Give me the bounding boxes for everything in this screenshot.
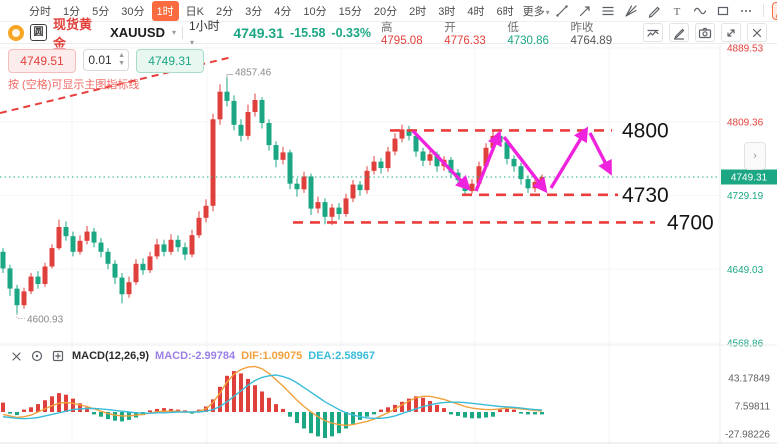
timeframe-tab-1分[interactable]: 1分: [63, 5, 81, 18]
text-tool-icon[interactable]: T: [669, 3, 685, 19]
timeframe-tab-日K[interactable]: 日K: [185, 5, 204, 18]
price-change-percent: -0.33%: [331, 25, 372, 40]
quantity-stepper[interactable]: 0.01 ▲ ▼: [83, 49, 129, 71]
timeframe-tab-2分[interactable]: 2分: [215, 5, 234, 18]
sell-price-button[interactable]: 4749.51: [8, 49, 76, 73]
stat-低: 低 4730.86: [507, 21, 549, 47]
svg-text:-27.98226: -27.98226: [725, 430, 770, 441]
chart-action-buttons: [643, 23, 777, 42]
fib-lines-icon[interactable]: [600, 3, 616, 19]
chevron-down-icon: ▾: [545, 7, 550, 17]
quantity-value: 0.01: [88, 53, 112, 67]
stat-昨收: 昨收 4764.89: [570, 21, 613, 47]
more-timeframes-button[interactable]: 更多▾: [522, 5, 550, 18]
stat-开: 开 4776.33: [444, 21, 486, 47]
interval-selector[interactable]: 1小时 ▾: [189, 19, 220, 47]
dif-value: DIF:1.09075: [241, 350, 303, 362]
gann-fan-icon[interactable]: [623, 3, 639, 19]
expand-box-icon[interactable]: [50, 348, 66, 364]
svg-text:4600.93: 4600.93: [27, 315, 64, 326]
close-small-icon[interactable]: [8, 348, 24, 364]
symbol-info-bar: 圆 现货黄金 XAUUSD ▾ 1小时 ▾ 4749.31 -15.58 -0.…: [0, 17, 777, 51]
svg-text:4809.36: 4809.36: [727, 117, 764, 128]
broker-logo-icon: 圆: [30, 24, 47, 41]
market-name: 现货黄金: [53, 16, 93, 51]
trend-line-icon[interactable]: [554, 3, 570, 19]
chart-canvas[interactable]: 4857.46 4600.93 4800 4730 4700 4749.31 4889.53…: [0, 44, 777, 444]
timeframe-tab-6时[interactable]: 6时: [496, 5, 514, 18]
divider: [182, 26, 183, 39]
edit-icon[interactable]: [669, 23, 689, 42]
marker-active-icon[interactable]: [771, 1, 777, 20]
axis-collapse-handle[interactable]: ›: [744, 142, 766, 170]
timeframe-tab-3分[interactable]: 3分: [245, 5, 263, 18]
timeframe-tab-2时[interactable]: 2时: [409, 5, 427, 18]
macd-indicator-header: MACD(12,26,9) MACD:-2.99784 DIF:1.09075 …: [8, 348, 375, 364]
app-logo-icon: [8, 24, 24, 41]
pencil-icon[interactable]: [646, 3, 662, 19]
drawing-toolbar: T: [554, 1, 777, 20]
timeframe-tabs: 分时 1分 5分 30分 1时 日K 2分 3分 4分 10分 15分 20分 2时 3时 4时 6时: [24, 0, 519, 21]
arrow-ray-icon[interactable]: [577, 3, 593, 19]
wave-icon[interactable]: [692, 3, 708, 19]
timeframe-tab-15分[interactable]: 15分: [338, 5, 362, 18]
macd-value: MACD:-2.99784: [155, 350, 236, 362]
stat-高: 高 4795.08: [381, 21, 423, 47]
camera-icon[interactable]: [695, 23, 715, 42]
more-tools-icon[interactable]: [738, 3, 754, 19]
keyboard-hint-text: 按 (空格)可显示主图指标线: [8, 79, 140, 91]
svg-text:7.59811: 7.59811: [735, 402, 771, 413]
timeframe-tab-20分[interactable]: 20分: [373, 5, 398, 18]
indicator-chart-icon[interactable]: [643, 23, 663, 42]
timeframe-tab-3时[interactable]: 3时: [438, 5, 456, 18]
svg-text:T: T: [673, 6, 680, 18]
svg-text:4700: 4700: [667, 211, 714, 234]
last-price: 4749.31: [233, 24, 284, 41]
buy-price-button[interactable]: 4749.31: [136, 49, 204, 73]
rectangle-icon[interactable]: [715, 3, 731, 19]
chevron-down-icon: ▾: [172, 28, 177, 37]
dea-value: DEA:2.58967: [308, 350, 375, 362]
timeframe-tab-1时[interactable]: 1时: [151, 0, 179, 21]
timeframe-tab-5分[interactable]: 5分: [92, 5, 110, 18]
macd-header-icons: [8, 348, 66, 364]
macd-indicator-name[interactable]: MACD(12,26,9): [72, 350, 150, 362]
svg-text:43.17849: 43.17849: [728, 374, 770, 385]
svg-text:4857.46: 4857.46: [235, 68, 272, 79]
close-icon[interactable]: [747, 23, 767, 42]
step-up-icon[interactable]: ▲: [118, 52, 125, 59]
symbol-selector[interactable]: XAUUSD: [110, 25, 165, 40]
quick-trade-panel: 4749.51 0.01 ▲ ▼ 4749.31: [8, 49, 204, 73]
price-change: -15.58: [289, 25, 326, 40]
timeframe-tab-分时[interactable]: 分时: [29, 5, 51, 18]
timeframe-tab-30分[interactable]: 30分: [121, 5, 145, 18]
chevron-down-icon: ▾: [190, 38, 195, 47]
step-down-icon[interactable]: ▼: [118, 60, 125, 67]
svg-text:4729.19: 4729.19: [727, 191, 764, 202]
svg-text:4649.03: 4649.03: [727, 265, 764, 276]
svg-text:4568.86: 4568.86: [727, 339, 764, 350]
settings-circle-icon[interactable]: [29, 348, 45, 364]
timeframe-tab-10分[interactable]: 10分: [303, 5, 327, 18]
svg-text:4800: 4800: [622, 119, 669, 142]
stepper-arrows: ▲ ▼: [118, 52, 125, 68]
svg-text:4749.31: 4749.31: [731, 173, 768, 184]
timeframe-toolbar: 分时 1分 5分 30分 1时 日K 2分 3分 4分 10分 15分 20分 2时 3时 4时 6时 更多▾…: [0, 0, 777, 22]
divider: [762, 4, 764, 17]
timeframe-tab-4时[interactable]: 4时: [467, 5, 485, 18]
ohlc-stats: 高 4795.08 开 4776.33 低 4730.86 昨收 4764.89: [381, 19, 637, 47]
svg-text:4889.53: 4889.53: [727, 44, 764, 55]
svg-text:4730: 4730: [622, 184, 669, 207]
fullscreen-icon[interactable]: [721, 23, 741, 42]
timeframe-tab-4分[interactable]: 4分: [274, 5, 292, 18]
